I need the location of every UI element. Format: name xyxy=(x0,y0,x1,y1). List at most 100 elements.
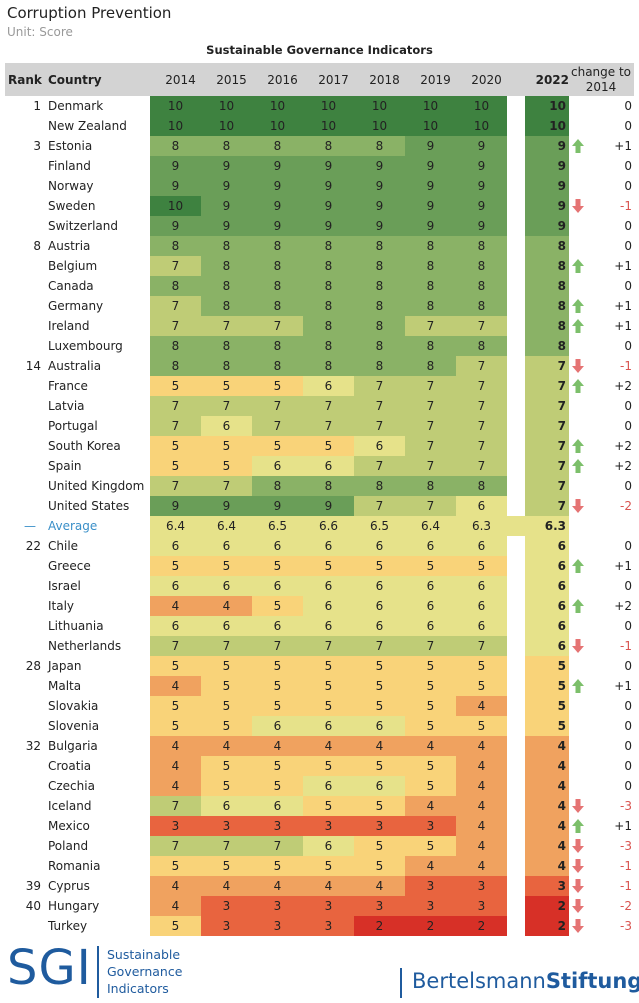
score-cell: 6 xyxy=(201,616,252,636)
score-cell: 5 xyxy=(405,756,456,776)
score-cell: 9 xyxy=(303,156,354,176)
score-2022-value: 5 xyxy=(557,679,566,693)
table-row: Slovenia 5 5 6 6 6 5 5 5 0 xyxy=(0,716,639,736)
country-cell: Mexico xyxy=(48,819,90,833)
change-cell: +1 xyxy=(614,259,632,273)
score-cell-2022: 2 xyxy=(525,916,569,936)
score-cell: 8 xyxy=(354,256,405,276)
change-cell: 0 xyxy=(624,399,632,413)
score-cell: 5 xyxy=(150,696,201,716)
country-cell: Greece xyxy=(48,559,91,573)
score-cell-2022: 8 xyxy=(525,316,569,336)
table-row: Norway 9 9 9 9 9 9 9 9 0 xyxy=(0,176,639,196)
table-row: 1 Denmark 10 10 10 10 10 10 10 10 0 xyxy=(0,96,639,116)
score-cell: 5 xyxy=(150,436,201,456)
score-cell-2022: 6 xyxy=(525,576,569,596)
change-cell: +1 xyxy=(614,139,632,153)
score-cell: 4 xyxy=(354,736,405,756)
score-cell: 8 xyxy=(405,336,456,356)
score-cell: 8 xyxy=(201,236,252,256)
country-cell: Croatia xyxy=(48,759,92,773)
arrow-down-icon xyxy=(572,639,584,653)
year-header-2015: 2015 xyxy=(216,73,247,87)
score-cell: 8 xyxy=(354,316,405,336)
country-cell: Czechia xyxy=(48,779,95,793)
score-cell: 4 xyxy=(201,596,252,616)
score-cell-2022: 8 xyxy=(525,296,569,316)
score-cell: 6 xyxy=(150,536,201,556)
score-cell: 5 xyxy=(354,696,405,716)
change-cell: +2 xyxy=(614,379,632,393)
score-2022-value: 8 xyxy=(557,319,566,333)
score-cell: 5 xyxy=(252,696,303,716)
score-cell: 9 xyxy=(456,156,507,176)
score-cell: 8 xyxy=(354,476,405,496)
score-cell: 3 xyxy=(303,816,354,836)
score-cell-2022: 9 xyxy=(525,216,569,236)
score-2022-value: 10 xyxy=(549,99,566,113)
change-cell: -1 xyxy=(620,199,632,213)
table-row: Germany 7 8 8 8 8 8 8 8 +1 xyxy=(0,296,639,316)
score-cell: 8 xyxy=(405,356,456,376)
score-cell: 10 xyxy=(150,116,201,136)
score-cell: 5 xyxy=(150,456,201,476)
score-2022-value: 9 xyxy=(557,199,566,213)
change-cell: 0 xyxy=(624,419,632,433)
score-cell: 9 xyxy=(354,156,405,176)
score-cell: 5 xyxy=(405,676,456,696)
score-cell: 6 xyxy=(303,596,354,616)
score-cell: 2 xyxy=(405,916,456,936)
score-cell: 10 xyxy=(303,116,354,136)
change-cell: +2 xyxy=(614,439,632,453)
country-cell: Canada xyxy=(48,279,94,293)
country-cell: Italy xyxy=(48,599,75,613)
score-cell: 7 xyxy=(405,456,456,476)
score-2022-value: 8 xyxy=(557,339,566,353)
score-cell: 7 xyxy=(150,396,201,416)
score-cell: 7 xyxy=(456,376,507,396)
score-cell: 6 xyxy=(354,576,405,596)
change-cell: +2 xyxy=(614,599,632,613)
change-header-line1: change to xyxy=(570,65,632,79)
country-cell: Germany xyxy=(48,299,104,313)
score-cell: 7 xyxy=(201,396,252,416)
score-cell: 7 xyxy=(354,396,405,416)
score-2022-value: 3 xyxy=(557,879,566,893)
arrow-down-icon xyxy=(572,879,584,893)
table-row: Romania 5 5 5 5 5 4 4 4 -1 xyxy=(0,856,639,876)
change-cell: 0 xyxy=(624,699,632,713)
arrow-up-icon xyxy=(572,139,584,153)
average-cell: 6.5 xyxy=(267,519,288,533)
change-cell: 0 xyxy=(624,479,632,493)
average-2022-value: 6.3 xyxy=(544,519,566,533)
score-cell: 8 xyxy=(354,336,405,356)
score-cell-2022: 7 xyxy=(525,436,569,456)
score-cell: 8 xyxy=(252,136,303,156)
table-row: Slovakia 5 5 5 5 5 5 4 5 0 xyxy=(0,696,639,716)
rank-cell: — xyxy=(24,519,36,533)
country-cell: Romania xyxy=(48,859,101,873)
score-cell: 5 xyxy=(303,556,354,576)
score-cell: 7 xyxy=(150,836,201,856)
score-cell: 6 xyxy=(303,616,354,636)
score-cell-2022: 6 xyxy=(525,636,569,656)
score-cell: 7 xyxy=(252,396,303,416)
score-cell: 7 xyxy=(354,376,405,396)
score-cell: 7 xyxy=(252,636,303,656)
score-cell: 6 xyxy=(354,436,405,456)
score-cell-2022: 8 xyxy=(525,236,569,256)
score-2022-value: 9 xyxy=(557,159,566,173)
score-cell: 7 xyxy=(405,636,456,656)
score-cell: 2 xyxy=(456,916,507,936)
score-cell: 4 xyxy=(150,756,201,776)
arrow-up-icon xyxy=(572,819,584,833)
score-cell: 6 xyxy=(303,536,354,556)
country-cell: Cyprus xyxy=(48,879,90,893)
country-cell: Lithuania xyxy=(48,619,104,633)
score-2022-value: 7 xyxy=(557,459,566,473)
country-cell: Spain xyxy=(48,459,82,473)
score-cell: 5 xyxy=(150,856,201,876)
score-cell: 8 xyxy=(303,316,354,336)
change-cell: 0 xyxy=(624,539,632,553)
score-cell: 5 xyxy=(405,696,456,716)
